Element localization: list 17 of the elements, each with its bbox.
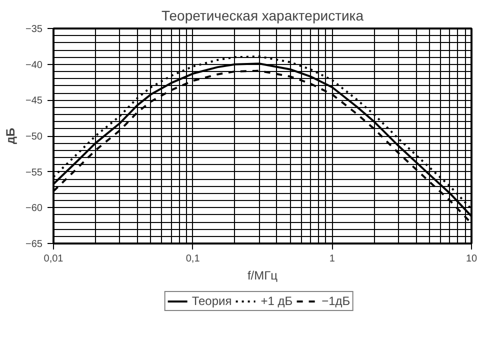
y-tick-label: −55 (26, 167, 43, 178)
x-tick-label: 0,01 (44, 254, 64, 264)
y-tick-label: −60 (26, 203, 43, 214)
x-axis-title: f/МГц (247, 268, 278, 282)
x-tick-label: 0,1 (186, 254, 200, 264)
legend-label: Теория (192, 294, 232, 308)
y-tick-label: −35 (26, 24, 43, 35)
y-axis-title: дБ (4, 128, 18, 144)
x-tick-label: 10 (466, 254, 478, 264)
y-tick-label: −50 (26, 132, 43, 142)
y-tick-label: −65 (26, 239, 43, 250)
y-tick-label: −45 (26, 96, 43, 107)
x-tick-label: 1 (329, 254, 336, 264)
y-tick-label: −40 (26, 60, 43, 71)
legend-label: −1дБ (322, 294, 350, 308)
legend-label: +1 дБ (260, 294, 293, 308)
chart-title: Теоретическая характеристика (161, 8, 364, 24)
